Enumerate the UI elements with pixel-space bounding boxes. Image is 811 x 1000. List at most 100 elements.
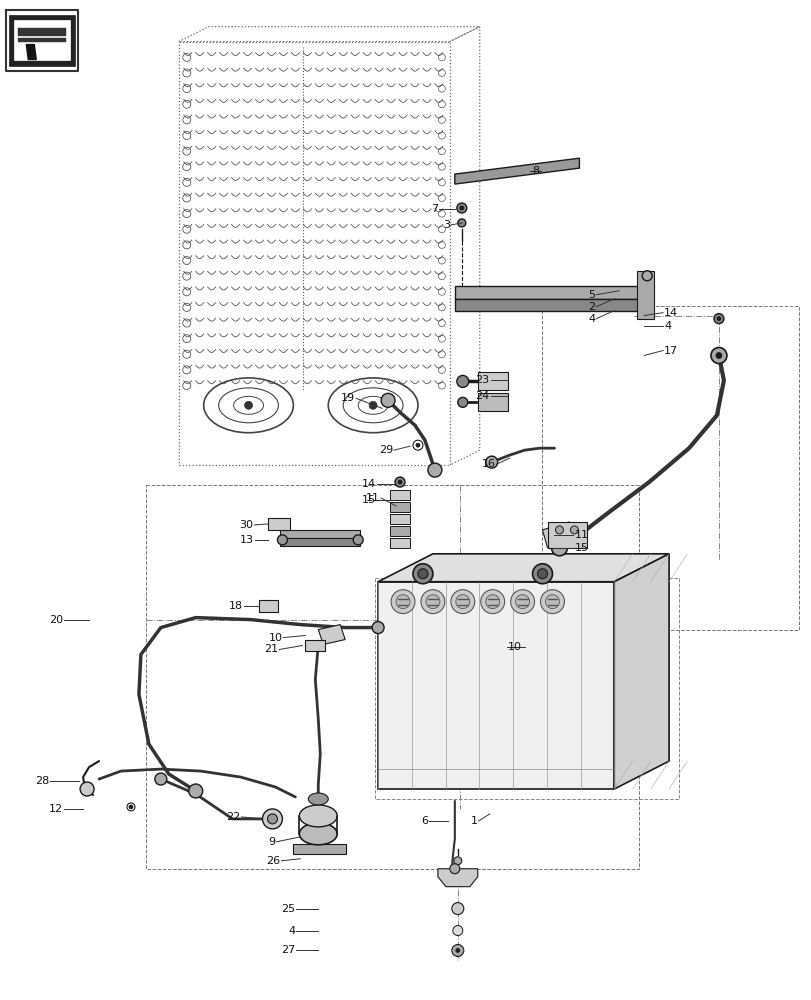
Circle shape bbox=[369, 401, 376, 409]
Ellipse shape bbox=[308, 793, 328, 805]
Text: 30: 30 bbox=[239, 520, 253, 530]
Circle shape bbox=[515, 595, 529, 609]
Bar bbox=[389, 490, 410, 500]
Circle shape bbox=[426, 595, 440, 609]
Circle shape bbox=[450, 590, 474, 614]
Polygon shape bbox=[305, 640, 325, 651]
Polygon shape bbox=[542, 522, 573, 548]
Polygon shape bbox=[637, 271, 654, 319]
Polygon shape bbox=[614, 554, 668, 789]
Polygon shape bbox=[280, 530, 360, 538]
Circle shape bbox=[540, 590, 564, 614]
Circle shape bbox=[459, 206, 463, 210]
Bar bbox=[389, 502, 410, 512]
Circle shape bbox=[453, 926, 462, 936]
Text: 15: 15 bbox=[573, 543, 588, 553]
Text: 26: 26 bbox=[266, 856, 280, 866]
Circle shape bbox=[427, 463, 441, 477]
Text: 4: 4 bbox=[288, 926, 295, 936]
Text: 28: 28 bbox=[35, 776, 49, 786]
Ellipse shape bbox=[299, 823, 337, 845]
Text: 11: 11 bbox=[573, 530, 588, 540]
Circle shape bbox=[453, 857, 461, 865]
Circle shape bbox=[267, 814, 277, 824]
Text: 5: 5 bbox=[588, 290, 594, 300]
Circle shape bbox=[451, 903, 463, 915]
Circle shape bbox=[510, 590, 534, 614]
Circle shape bbox=[394, 477, 405, 487]
Text: 22: 22 bbox=[226, 812, 240, 822]
Text: 25: 25 bbox=[281, 904, 295, 914]
Bar bbox=[15, 20, 70, 60]
Circle shape bbox=[127, 803, 135, 811]
Polygon shape bbox=[477, 372, 507, 390]
Text: 7: 7 bbox=[430, 204, 437, 214]
Circle shape bbox=[532, 564, 551, 584]
Circle shape bbox=[353, 535, 363, 545]
Circle shape bbox=[485, 595, 499, 609]
Circle shape bbox=[551, 540, 567, 556]
Bar bbox=[19, 28, 66, 36]
Text: 11: 11 bbox=[366, 493, 380, 503]
Text: 16: 16 bbox=[481, 459, 495, 469]
Circle shape bbox=[716, 317, 720, 321]
Circle shape bbox=[397, 480, 401, 484]
Polygon shape bbox=[477, 393, 507, 411]
Circle shape bbox=[449, 864, 459, 874]
Circle shape bbox=[545, 595, 559, 609]
Circle shape bbox=[480, 590, 504, 614]
Bar bbox=[389, 526, 410, 536]
Polygon shape bbox=[318, 625, 345, 645]
Circle shape bbox=[277, 535, 287, 545]
Circle shape bbox=[413, 440, 423, 450]
Text: 13: 13 bbox=[239, 535, 253, 545]
Polygon shape bbox=[258, 600, 278, 612]
Text: 10: 10 bbox=[507, 642, 521, 652]
Circle shape bbox=[129, 805, 133, 809]
Circle shape bbox=[455, 948, 459, 952]
Text: 12: 12 bbox=[49, 804, 63, 814]
Circle shape bbox=[485, 456, 497, 468]
Circle shape bbox=[555, 526, 563, 534]
Circle shape bbox=[262, 809, 282, 829]
Bar bbox=[389, 514, 410, 524]
Circle shape bbox=[457, 203, 466, 213]
Polygon shape bbox=[26, 45, 36, 60]
Text: 2: 2 bbox=[587, 302, 594, 312]
Text: 6: 6 bbox=[420, 816, 427, 826]
Text: 4: 4 bbox=[587, 314, 594, 324]
Circle shape bbox=[371, 622, 384, 634]
Circle shape bbox=[455, 595, 470, 609]
Circle shape bbox=[80, 782, 94, 796]
Polygon shape bbox=[454, 299, 643, 311]
Circle shape bbox=[457, 219, 466, 227]
Text: 4: 4 bbox=[663, 321, 671, 331]
Text: 8: 8 bbox=[532, 166, 539, 176]
Circle shape bbox=[188, 784, 203, 798]
Text: 15: 15 bbox=[362, 495, 375, 505]
Text: 10: 10 bbox=[268, 633, 282, 643]
Bar bbox=[10, 15, 75, 66]
Text: 17: 17 bbox=[663, 346, 677, 356]
Circle shape bbox=[415, 443, 419, 447]
Circle shape bbox=[713, 314, 723, 324]
Bar bbox=[19, 38, 66, 42]
Polygon shape bbox=[378, 582, 614, 789]
Polygon shape bbox=[437, 869, 477, 887]
Text: 27: 27 bbox=[281, 945, 295, 955]
Text: 20: 20 bbox=[49, 615, 63, 625]
Circle shape bbox=[396, 595, 410, 609]
Circle shape bbox=[451, 944, 463, 956]
Text: 3: 3 bbox=[442, 220, 449, 230]
Circle shape bbox=[642, 271, 651, 281]
Text: 14: 14 bbox=[362, 479, 375, 489]
Text: 29: 29 bbox=[378, 445, 393, 455]
Text: 21: 21 bbox=[264, 644, 278, 654]
Polygon shape bbox=[268, 518, 290, 530]
Circle shape bbox=[413, 564, 432, 584]
Circle shape bbox=[457, 375, 468, 387]
Circle shape bbox=[420, 590, 444, 614]
Circle shape bbox=[380, 393, 394, 407]
Text: 23: 23 bbox=[475, 375, 489, 385]
Text: 1: 1 bbox=[470, 816, 477, 826]
